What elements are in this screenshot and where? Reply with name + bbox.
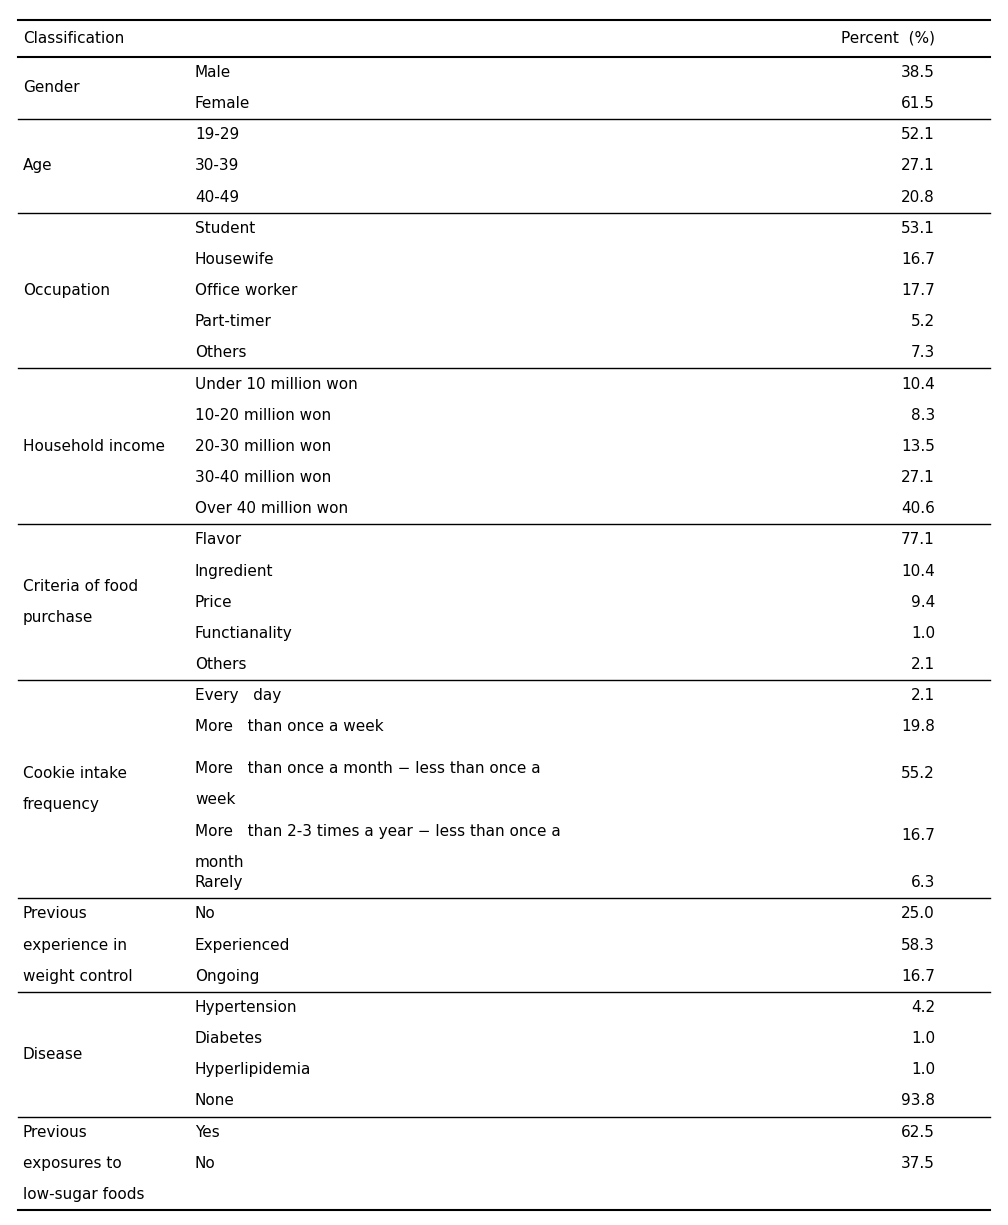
- Text: 8.3: 8.3: [911, 408, 935, 423]
- Text: Occupation: Occupation: [23, 283, 110, 298]
- Text: Female: Female: [195, 96, 250, 111]
- Text: 27.1: 27.1: [901, 158, 935, 174]
- Text: 25.0: 25.0: [901, 906, 935, 921]
- Text: 1.0: 1.0: [911, 626, 935, 641]
- Text: 6.3: 6.3: [910, 875, 935, 891]
- Text: Hyperlipidemia: Hyperlipidemia: [195, 1062, 311, 1077]
- Text: Flavor: Flavor: [195, 533, 242, 548]
- Text: 52.1: 52.1: [901, 127, 935, 142]
- Text: Household income: Household income: [23, 439, 165, 454]
- Text: 16.7: 16.7: [901, 828, 935, 844]
- Text: 16.7: 16.7: [901, 252, 935, 267]
- Text: 5.2: 5.2: [911, 315, 935, 330]
- Text: Yes: Yes: [195, 1125, 220, 1139]
- Text: 53.1: 53.1: [901, 220, 935, 235]
- Text: frequency: frequency: [23, 797, 100, 812]
- Text: 20.8: 20.8: [901, 190, 935, 205]
- Text: Ongoing: Ongoing: [195, 969, 259, 984]
- Text: Rarely: Rarely: [195, 875, 243, 891]
- Text: 93.8: 93.8: [901, 1094, 935, 1109]
- Text: 19.8: 19.8: [901, 719, 935, 735]
- Text: Price: Price: [195, 595, 233, 610]
- Text: 16.7: 16.7: [901, 969, 935, 984]
- Text: Every   day: Every day: [195, 688, 281, 703]
- Text: Disease: Disease: [23, 1046, 84, 1062]
- Text: Male: Male: [195, 65, 231, 80]
- Text: Housewife: Housewife: [195, 252, 274, 267]
- Text: 30-40 million won: 30-40 million won: [195, 470, 332, 485]
- Text: 1.0: 1.0: [911, 1031, 935, 1046]
- Text: experience in: experience in: [23, 937, 127, 953]
- Text: 77.1: 77.1: [901, 533, 935, 548]
- Text: 20-30 million won: 20-30 million won: [195, 439, 332, 454]
- Text: Previous: Previous: [23, 906, 88, 921]
- Text: 38.5: 38.5: [901, 65, 935, 80]
- Text: 2.1: 2.1: [911, 657, 935, 673]
- Text: 1.0: 1.0: [911, 1062, 935, 1077]
- Text: Age: Age: [23, 158, 52, 174]
- Text: 10.4: 10.4: [901, 376, 935, 392]
- Text: month: month: [195, 855, 245, 870]
- Text: Over 40 million won: Over 40 million won: [195, 501, 348, 516]
- Text: 13.5: 13.5: [901, 439, 935, 454]
- Text: Classification: Classification: [23, 31, 124, 45]
- Text: 37.5: 37.5: [901, 1155, 935, 1171]
- Text: More   than once a month − less than once a: More than once a month − less than once …: [195, 761, 540, 777]
- Text: Cookie intake: Cookie intake: [23, 766, 127, 782]
- Text: weight control: weight control: [23, 969, 133, 984]
- Text: 30-39: 30-39: [195, 158, 239, 174]
- Text: purchase: purchase: [23, 610, 94, 625]
- Text: 17.7: 17.7: [901, 283, 935, 298]
- Text: 40.6: 40.6: [901, 501, 935, 516]
- Text: Others: Others: [195, 345, 247, 360]
- Text: 62.5: 62.5: [901, 1125, 935, 1139]
- Text: 61.5: 61.5: [901, 96, 935, 111]
- Text: Experienced: Experienced: [195, 937, 290, 953]
- Text: 2.1: 2.1: [911, 688, 935, 703]
- Text: No: No: [195, 1155, 216, 1171]
- Text: More   than once a week: More than once a week: [195, 719, 384, 735]
- Text: 19-29: 19-29: [195, 127, 239, 142]
- Text: Functianality: Functianality: [195, 626, 292, 641]
- Text: 10.4: 10.4: [901, 564, 935, 578]
- Text: 7.3: 7.3: [911, 345, 935, 360]
- Text: Others: Others: [195, 657, 247, 673]
- Text: Previous: Previous: [23, 1125, 88, 1139]
- Text: exposures to: exposures to: [23, 1155, 122, 1171]
- Text: 27.1: 27.1: [901, 470, 935, 485]
- Text: Part-timer: Part-timer: [195, 315, 272, 330]
- Text: Under 10 million won: Under 10 million won: [195, 376, 358, 392]
- Text: 58.3: 58.3: [901, 937, 935, 953]
- Text: No: No: [195, 906, 216, 921]
- Text: 40-49: 40-49: [195, 190, 239, 205]
- Text: More   than 2-3 times a year − less than once a: More than 2-3 times a year − less than o…: [195, 823, 560, 839]
- Text: Student: Student: [195, 220, 255, 235]
- Text: 10-20 million won: 10-20 million won: [195, 408, 331, 423]
- Text: week: week: [195, 793, 236, 807]
- Text: 55.2: 55.2: [901, 766, 935, 782]
- Text: None: None: [195, 1094, 235, 1109]
- Text: low-sugar foods: low-sugar foods: [23, 1187, 144, 1202]
- Text: Ingredient: Ingredient: [195, 564, 273, 578]
- Text: 4.2: 4.2: [911, 1000, 935, 1016]
- Text: Percent  (%): Percent (%): [841, 31, 935, 45]
- Text: Diabetes: Diabetes: [195, 1031, 263, 1046]
- Text: Office worker: Office worker: [195, 283, 297, 298]
- Text: Hypertension: Hypertension: [195, 1000, 297, 1016]
- Text: Gender: Gender: [23, 81, 80, 96]
- Text: Criteria of food: Criteria of food: [23, 579, 138, 594]
- Text: 9.4: 9.4: [911, 595, 935, 610]
